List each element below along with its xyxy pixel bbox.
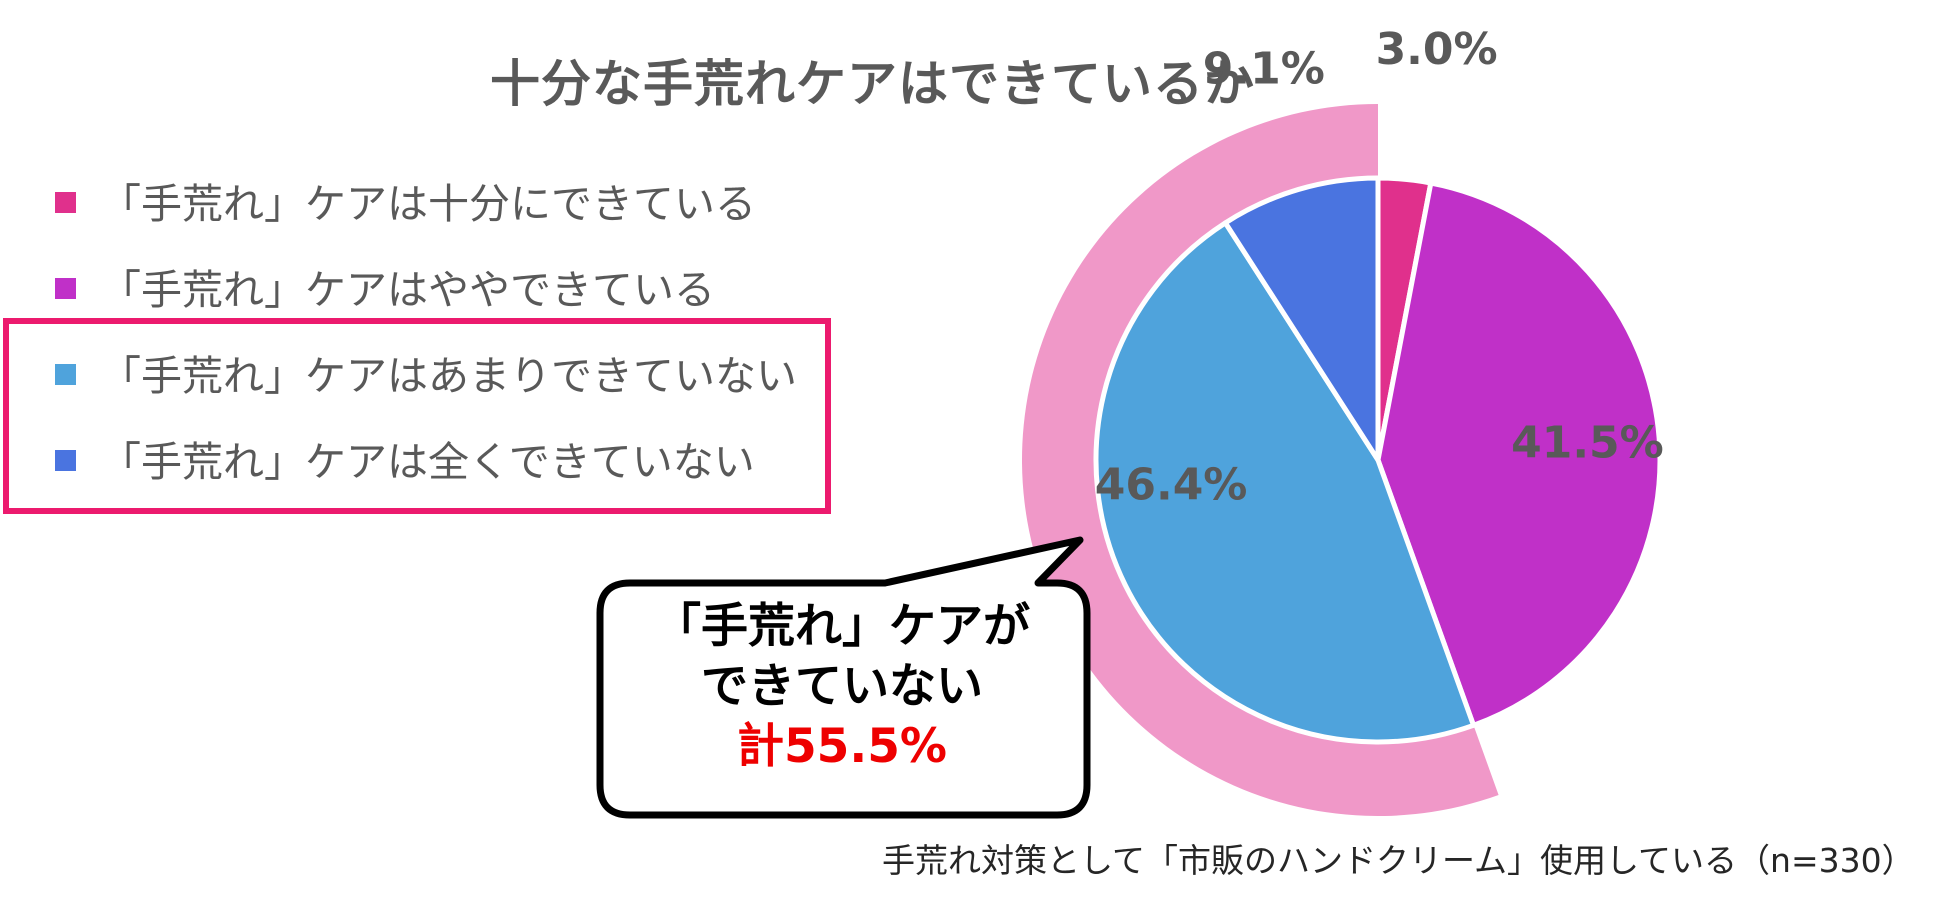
slice-not-at-all: [1222, 175, 1381, 463]
label-not-at-all: 9.1%: [1203, 43, 1325, 94]
label-somewhat: 41.5%: [1511, 417, 1664, 468]
legend-label: 「手荒れ」ケアは全くできていない: [100, 438, 755, 486]
label-not-much: 46.4%: [1095, 459, 1248, 510]
legend-swatch: [55, 364, 76, 385]
legend-label: 「手荒れ」ケアは十分にできている: [100, 180, 756, 228]
callout-text: 「手荒れ」ケアが できていない 計55.5%: [607, 597, 1077, 777]
callout-total: 計55.5%: [736, 719, 948, 774]
callout-line-1: 「手荒れ」ケアが: [654, 599, 1030, 654]
slice-somewhat: [1375, 180, 1663, 728]
legend-label: 「手荒れ」ケアはあまりできていない: [100, 352, 797, 400]
slice-not-much: [1093, 220, 1477, 745]
footnote: 手荒れ対策として「市販のハンドクリーム」使用している（n=330）: [882, 841, 1915, 880]
legend-swatch: [55, 278, 76, 299]
legend-swatch: [55, 192, 76, 213]
chart-title: 十分な手荒れケアはできているか: [490, 55, 1255, 113]
legend-highlight-box: [3, 318, 831, 514]
legend-swatch: [55, 450, 76, 471]
label-sufficient: 3.0%: [1376, 24, 1498, 75]
callout-line-2: できていない: [701, 659, 983, 714]
legend-label: 「手荒れ」ケアはややできている: [100, 266, 715, 314]
callout-bubble: [596, 536, 1091, 819]
